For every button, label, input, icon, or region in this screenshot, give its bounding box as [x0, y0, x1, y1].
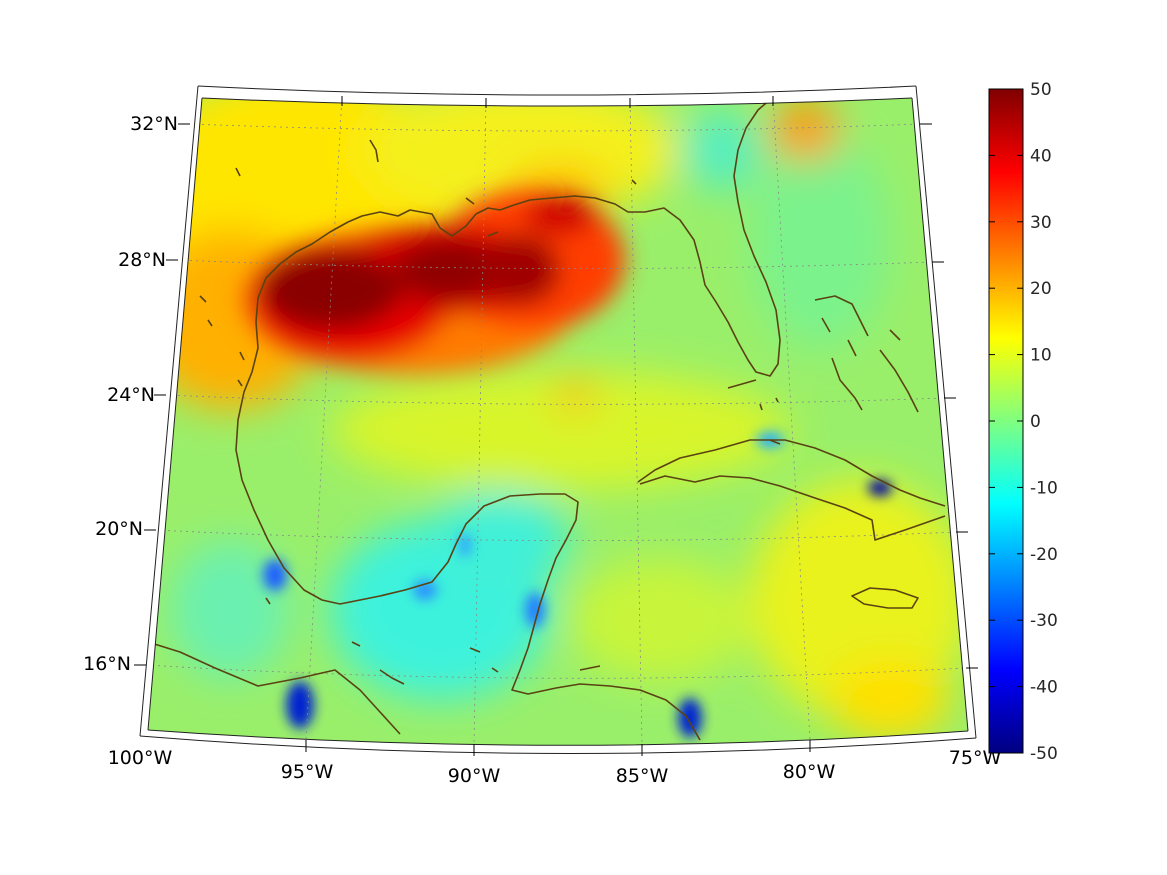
latitude-labels: 32°N 28°N 24°N 20°N 16°N: [83, 113, 178, 675]
colorbar-tick-label: -40: [1030, 678, 1058, 698]
colorbar-tick-label: -50: [1030, 744, 1058, 764]
colorbar-tick-label: -10: [1030, 478, 1058, 498]
graticule: [148, 98, 967, 745]
lat-label-28: 28°N: [118, 249, 166, 271]
lat-label-24: 24°N: [107, 384, 155, 406]
colorbar-tick-label: 50: [1030, 80, 1052, 100]
ticks: [134, 96, 978, 756]
lon-label-100: 100°W: [108, 747, 173, 769]
colorbar-tick-label: 10: [1030, 346, 1052, 366]
colorbar-tick-label: 30: [1030, 213, 1052, 233]
heatmap-field: [148, 98, 968, 746]
colorbar-tick-label: 20: [1030, 279, 1052, 299]
colorbar: 50 40 30 20 10 0 -10 -20 -30 -40 -50: [988, 80, 1058, 764]
colorbar-tick-label: 40: [1030, 146, 1052, 166]
lat-label-16: 16°N: [83, 653, 131, 675]
longitude-labels: 100°W 95°W 90°W 85°W 80°W 75°W: [108, 747, 1002, 787]
lon-label-85: 85°W: [616, 765, 669, 787]
map-frame: [139, 85, 977, 755]
lon-label-95: 95°W: [281, 761, 334, 783]
lon-label-90: 90°W: [448, 765, 501, 787]
lat-label-20: 20°N: [95, 518, 143, 540]
coastlines: [148, 98, 946, 741]
colorbar-tick-label: -30: [1030, 611, 1058, 631]
colorbar-tick-label: -20: [1030, 545, 1058, 565]
lon-label-80: 80°W: [783, 761, 836, 783]
lat-label-32: 32°N: [130, 113, 178, 135]
colorbar-tick-label: 0: [1030, 412, 1041, 432]
lon-label-75: 75°W: [949, 747, 1002, 769]
